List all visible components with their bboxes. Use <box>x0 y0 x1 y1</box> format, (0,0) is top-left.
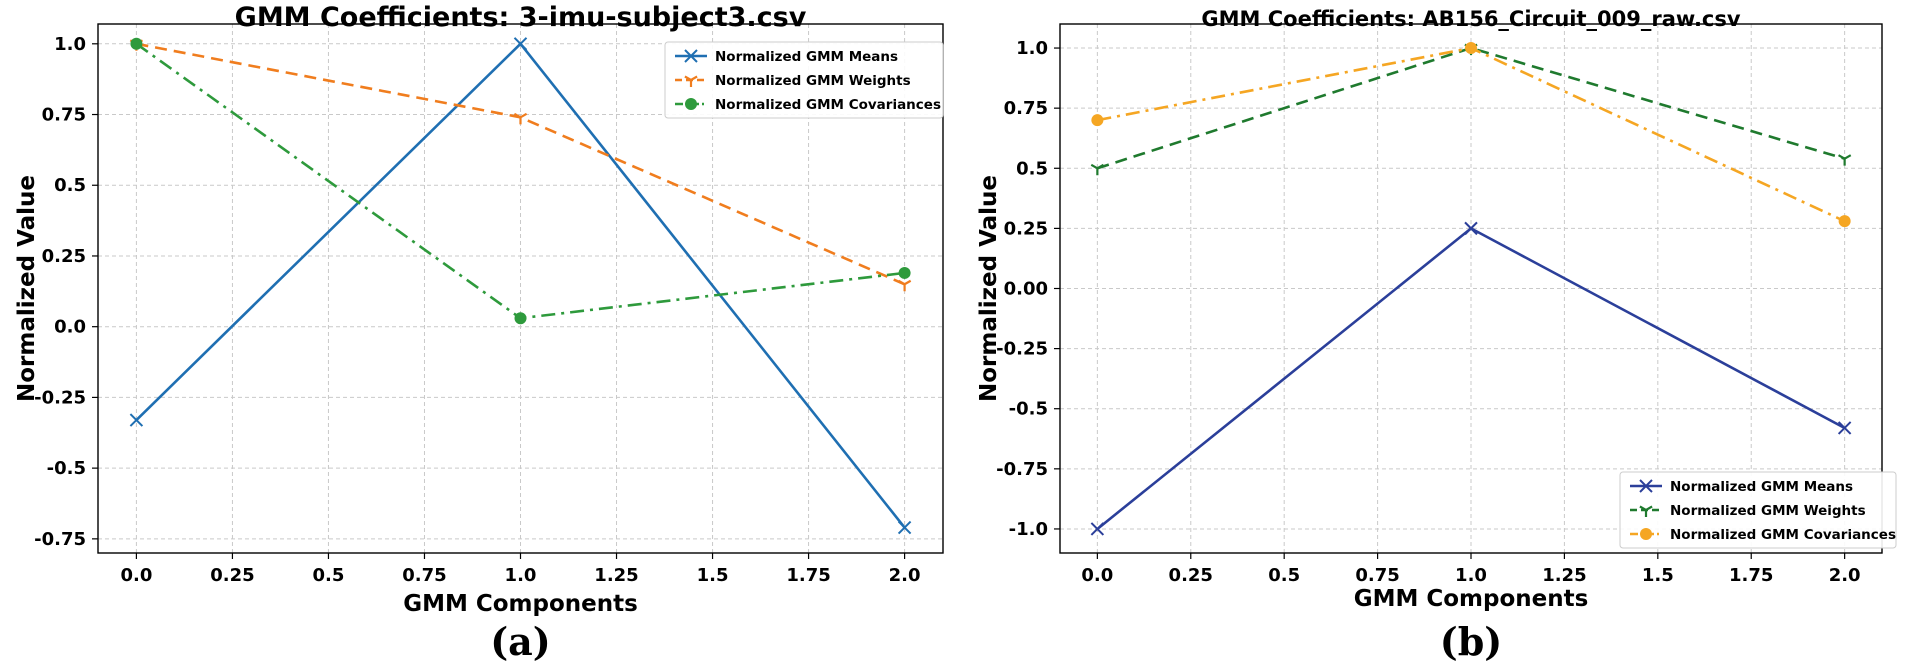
x-tick-label: 1.25 <box>594 565 638 586</box>
x-tick-label: 2.0 <box>889 565 921 586</box>
x-tick-label: 0.5 <box>313 565 345 586</box>
legend-swatch-marker <box>684 75 698 87</box>
data-point <box>514 312 527 325</box>
y-tick-label: 1.0 <box>54 34 86 55</box>
data-point <box>129 413 144 427</box>
x-tick-label: 0.25 <box>1169 565 1213 586</box>
y-tick-label: -0.25 <box>996 339 1048 360</box>
data-point <box>1838 215 1851 228</box>
y-tick-label: 0.00 <box>1004 279 1048 300</box>
data-point <box>1465 42 1477 55</box>
legend-swatch-marker <box>1640 528 1652 540</box>
legend-label: Normalized GMM Means <box>715 49 898 65</box>
x-axis-label: GMM Components <box>403 591 638 617</box>
data-point <box>1464 221 1478 236</box>
legend-label: Normalized GMM Means <box>1670 479 1853 495</box>
legend-swatch-marker <box>1639 479 1653 493</box>
chart-title: GMM Coefficients: 3-imu-subject3.csv <box>235 2 807 33</box>
legend-box <box>1619 471 1897 549</box>
legend-swatch-marker <box>684 49 698 63</box>
y-tick-label: 0.25 <box>42 246 86 267</box>
y-tick-label: 1.0 <box>1016 38 1048 59</box>
series-normalized-gmm-covariances <box>130 37 911 325</box>
y-tick-label: -1.0 <box>1009 519 1048 540</box>
data-point <box>897 520 912 535</box>
y-tick-label: -0.75 <box>34 529 86 550</box>
legend-swatch-marker <box>1639 505 1653 517</box>
y-tick-label: -0.5 <box>47 458 86 479</box>
data-point <box>1090 163 1104 176</box>
data-point <box>898 266 911 279</box>
legend-label: Normalized GMM Weights <box>1670 503 1866 519</box>
y-tick-label: 0.25 <box>1004 218 1048 239</box>
legend-label: Normalized GMM Weights <box>715 73 911 89</box>
y-tick-label: -0.5 <box>1009 399 1048 420</box>
y-tick-label: 0.75 <box>1004 98 1048 119</box>
x-tick-label: 0.0 <box>120 565 152 586</box>
y-tick-label: 0.5 <box>54 175 86 196</box>
x-tick-label: 0.5 <box>1268 565 1300 586</box>
legend-box <box>664 41 944 119</box>
y-tick-label: -0.75 <box>996 459 1048 480</box>
y-axis-label: Normalized Value <box>976 175 1002 402</box>
chart-panel-a: 0.0 0.25 0.5 0.75 1.0 1.25 1.5 1.75 2.0 1.0 0.75 0.… <box>14 2 944 664</box>
x-tick-label: 1.75 <box>786 565 830 586</box>
x-tick-label: 1.25 <box>1542 565 1586 586</box>
x-tick-label: 1.5 <box>697 565 729 586</box>
legend-swatch-marker <box>685 98 697 110</box>
y-tick-label: 0.0 <box>54 317 86 338</box>
data-point <box>1838 154 1852 166</box>
x-tick-label: 1.0 <box>505 565 537 586</box>
x-tick-label: 2.0 <box>1829 565 1861 586</box>
y-tick-label: 0.5 <box>1016 158 1048 179</box>
grid <box>1060 24 1882 553</box>
grid <box>98 24 943 553</box>
data-point <box>1090 522 1105 536</box>
x-tick-label: 0.25 <box>210 565 254 586</box>
series-normalized-gmm-means <box>1090 221 1852 536</box>
chart-panel-b: 0.0 0.25 0.5 0.75 1.0 1.25 1.5 1.75 2.0 1.0 0.75 0.… <box>976 7 1897 664</box>
chart-title: GMM Coefficients: AB156_Circuit_009_raw.… <box>1201 7 1740 31</box>
data-point <box>130 37 143 50</box>
data-point <box>1091 114 1104 127</box>
data-point <box>513 112 528 125</box>
x-tick-label: 0.0 <box>1081 565 1113 586</box>
series-line <box>1096 46 1846 170</box>
panel-label: (a) <box>490 619 551 664</box>
legend-label: Normalized GMM Covariances <box>1670 527 1896 543</box>
data-point <box>897 279 912 292</box>
series-normalized-gmm-means <box>129 37 912 535</box>
x-tick-label: 1.0 <box>1455 565 1487 586</box>
panel-label: (b) <box>1440 619 1503 664</box>
data-point <box>1837 421 1852 435</box>
series-normalized-gmm-covariances <box>1091 42 1851 228</box>
x-axis-label: GMM Components <box>1354 586 1589 612</box>
x-tick-label: 1.75 <box>1729 565 1773 586</box>
y-axis-label: Normalized Value <box>14 175 40 402</box>
y-tick-label: -0.25 <box>34 387 86 408</box>
legend: Normalized GMM Means Normalized GMM Weigh… <box>664 41 944 119</box>
x-tick-label: 1.5 <box>1642 565 1674 586</box>
data-point <box>513 37 528 51</box>
x-tick-label: 0.75 <box>1355 565 1399 586</box>
y-tick-label: 0.75 <box>42 105 86 126</box>
x-tick-label: 0.75 <box>402 565 446 586</box>
legend: Normalized GMM Means Normalized GMM Weigh… <box>1619 471 1897 549</box>
legend-label: Normalized GMM Covariances <box>715 97 941 113</box>
